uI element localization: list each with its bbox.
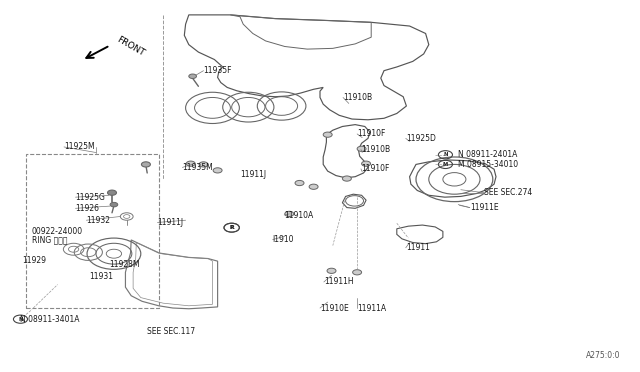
Text: 11910F: 11910F [361, 164, 389, 173]
Text: I1910: I1910 [273, 235, 294, 244]
Text: 11935M: 11935M [182, 163, 213, 172]
Text: FRONT: FRONT [115, 35, 146, 58]
Bar [26, 154, 159, 308]
Circle shape [295, 180, 304, 186]
Text: 11925G: 11925G [76, 193, 106, 202]
Circle shape [353, 270, 362, 275]
Text: 11911J: 11911J [240, 170, 266, 179]
Text: 11925M: 11925M [64, 142, 95, 151]
Text: 11929: 11929 [22, 256, 47, 265]
Text: 11925D: 11925D [406, 134, 436, 143]
Circle shape [327, 268, 336, 273]
Text: 11910E: 11910E [320, 304, 349, 313]
Circle shape [110, 202, 118, 207]
Text: A275:0:0: A275:0:0 [586, 351, 621, 360]
Text: R: R [229, 225, 234, 230]
Circle shape [189, 74, 196, 78]
Circle shape [309, 184, 318, 189]
Text: RING リング: RING リング [32, 235, 67, 244]
Circle shape [199, 162, 208, 167]
Text: N 08911-3401A: N 08911-3401A [20, 315, 80, 324]
Text: 11910F: 11910F [357, 129, 385, 138]
Text: SEE SEC.117: SEE SEC.117 [147, 327, 195, 336]
Text: 00922-24000: 00922-24000 [32, 227, 83, 236]
Text: 11911J: 11911J [157, 218, 184, 227]
Text: 11935F: 11935F [204, 66, 232, 75]
Text: 11928M: 11928M [109, 260, 140, 269]
Text: N 08911-2401A: N 08911-2401A [458, 150, 518, 159]
Circle shape [323, 132, 332, 137]
Circle shape [342, 176, 351, 181]
Circle shape [285, 211, 294, 217]
Circle shape [141, 162, 150, 167]
Text: R: R [230, 225, 234, 230]
Text: 11911H: 11911H [324, 278, 353, 286]
Text: 11911: 11911 [406, 243, 429, 252]
Text: 11926: 11926 [76, 204, 100, 213]
Text: SEE SEC.274: SEE SEC.274 [484, 188, 532, 197]
Text: 11911A: 11911A [357, 304, 387, 313]
Circle shape [357, 146, 366, 151]
Text: 11932: 11932 [86, 216, 111, 225]
Circle shape [108, 190, 116, 195]
Text: 11910B: 11910B [361, 145, 390, 154]
Text: 11911E: 11911E [470, 203, 499, 212]
Text: 11910B: 11910B [343, 93, 372, 102]
Circle shape [213, 168, 222, 173]
Circle shape [186, 161, 195, 166]
Text: N: N [443, 152, 448, 157]
Text: N: N [18, 317, 23, 322]
Text: M: M [443, 162, 448, 167]
Circle shape [362, 161, 371, 166]
Text: 11910A: 11910A [284, 211, 314, 219]
Text: 11931: 11931 [90, 272, 114, 280]
Text: M 08915-34010: M 08915-34010 [458, 160, 518, 169]
